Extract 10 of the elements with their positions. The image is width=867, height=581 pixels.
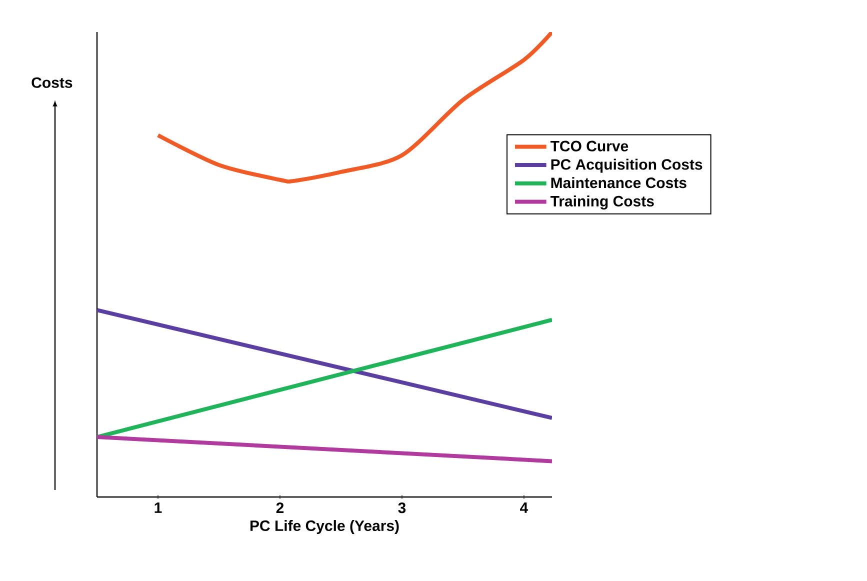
legend-label: TCO Curve <box>550 140 628 152</box>
x-tick-label: 1 <box>154 502 162 513</box>
x-tick-label: 4 <box>520 502 528 513</box>
legend-label: PC Acquisition Costs <box>551 158 702 173</box>
x-tick-label: 2 <box>276 502 284 514</box>
legend-label: Maintenance Costs <box>551 177 686 188</box>
x-tick-label: 3 <box>398 502 406 514</box>
y-axis-title: Costs <box>32 77 72 88</box>
x-axis-title: PC Life Cycle (Years) <box>250 520 399 534</box>
legend-label: Training Costs <box>550 196 654 210</box>
